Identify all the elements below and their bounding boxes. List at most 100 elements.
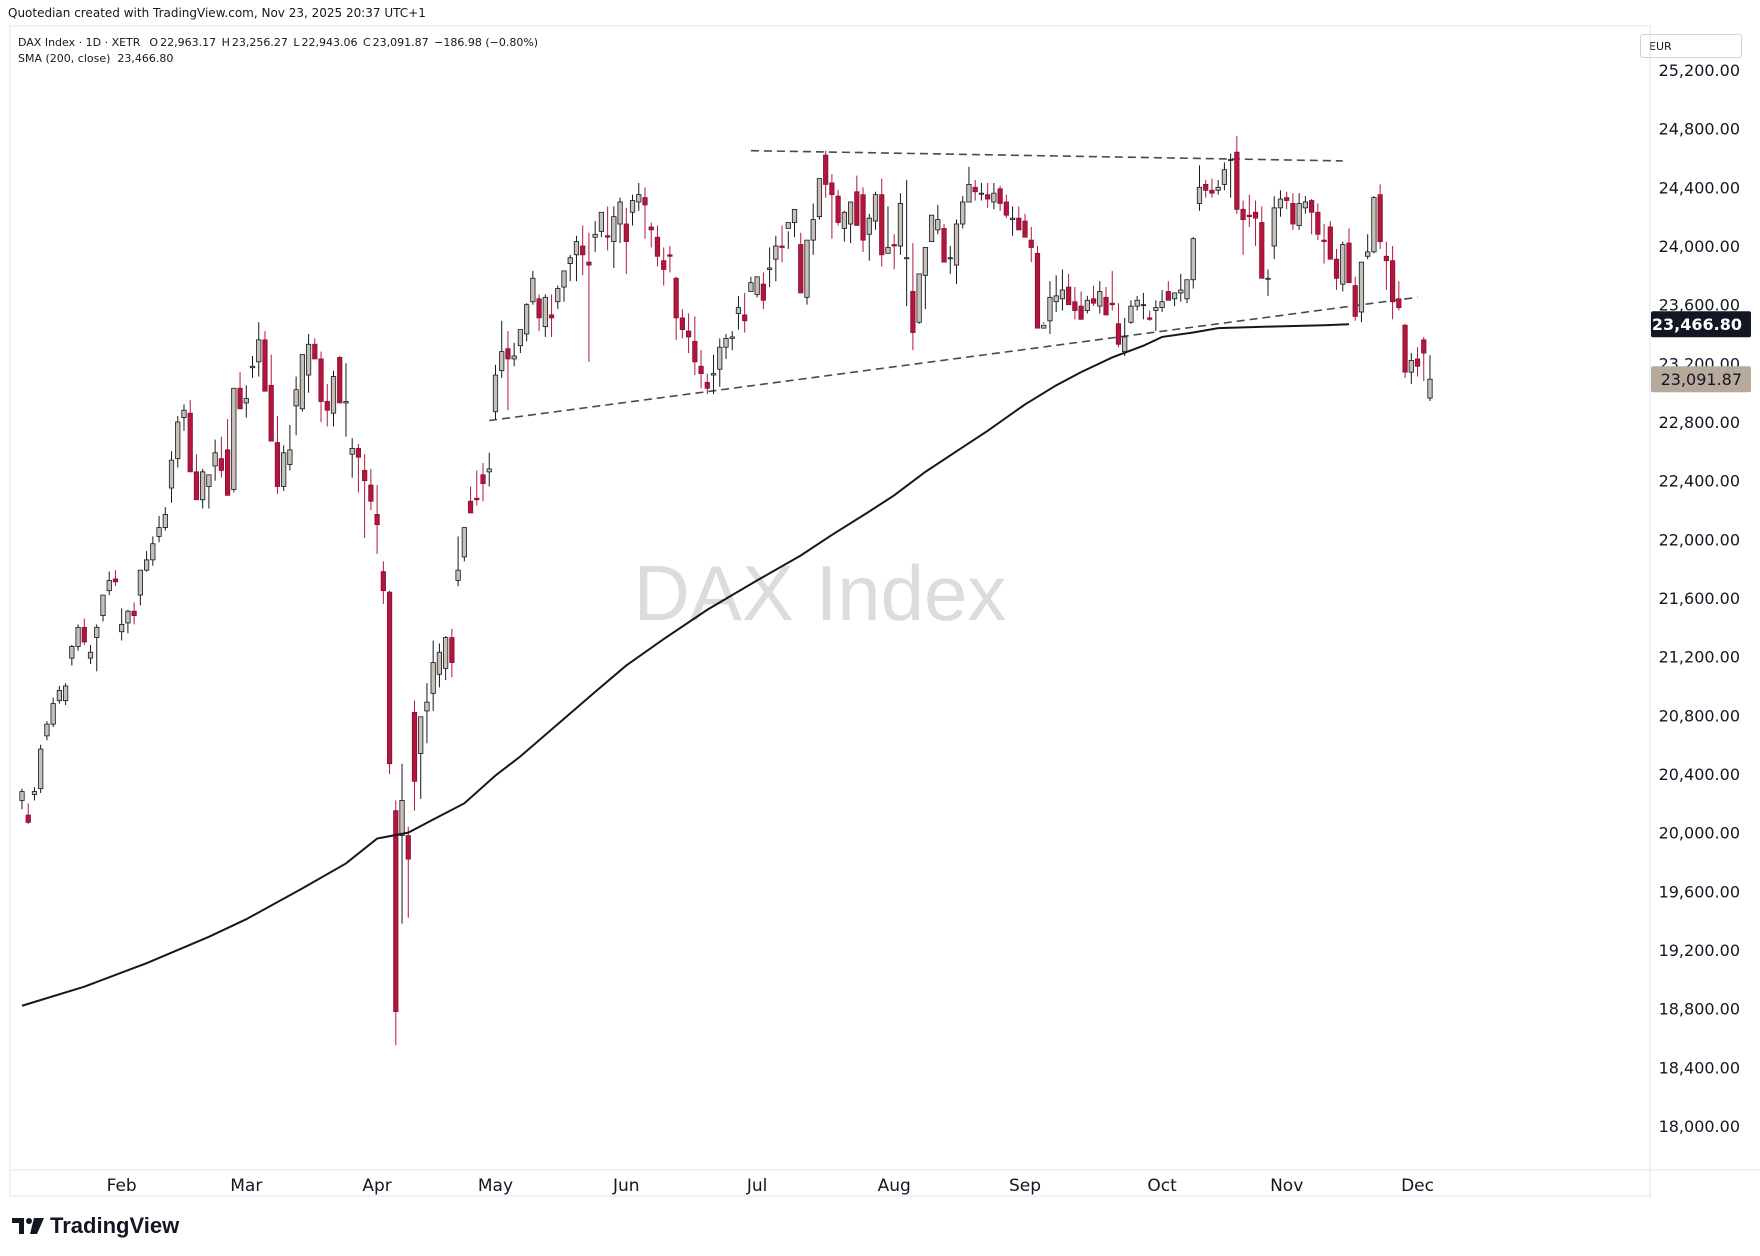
candle-up: [872, 191, 879, 230]
candle-body: [1078, 305, 1084, 320]
candle-down: [1240, 200, 1246, 255]
candle-down: [1327, 221, 1333, 260]
candle-body: [486, 468, 492, 473]
candle-body: [1165, 291, 1171, 301]
sma-series: [21, 323, 1350, 1007]
candle-up: [960, 196, 966, 229]
candle-body: [505, 348, 511, 360]
y-tick-label: 24,000.00: [1659, 237, 1740, 256]
candle-down: [823, 150, 829, 198]
candle-up: [349, 438, 355, 478]
candle-body: [1115, 323, 1122, 345]
candle-body: [318, 358, 324, 402]
candle-down: [25, 803, 31, 824]
y-tick-label: 20,400.00: [1659, 765, 1740, 784]
candle-body: [38, 748, 44, 790]
candle-down: [997, 185, 1003, 211]
candle-body: [1408, 359, 1414, 373]
candle-up: [399, 763, 405, 924]
candle-up: [94, 624, 100, 672]
symbol-legend[interactable]: DAX Index · 1D · XETR O 22,963.17 H 23,256…: [18, 36, 540, 49]
candle-down: [972, 180, 978, 201]
candle-body: [1009, 217, 1016, 220]
ohlc-change: −186.98 (−0.80%): [434, 36, 539, 49]
candle-body: [1321, 239, 1327, 242]
candle-up: [1059, 269, 1066, 311]
candle-body: [629, 200, 636, 213]
candle-body: [305, 343, 312, 376]
candle-down: [654, 225, 661, 267]
sma-legend[interactable]: SMA (200, close) 23,466.80: [18, 52, 174, 65]
candle-body: [430, 662, 436, 694]
candle-body: [1184, 279, 1190, 300]
candle-down: [1203, 180, 1209, 198]
currency-selector[interactable]: EUR: [1640, 34, 1742, 58]
candle-up: [1134, 295, 1140, 311]
candle-body: [312, 343, 318, 360]
candle-down: [337, 356, 343, 404]
x-tick-label: Sep: [1009, 1176, 1041, 1196]
candle-body: [492, 374, 499, 413]
candle-down: [1016, 206, 1022, 231]
trendlines: [489, 149, 1418, 422]
candle-body: [1365, 251, 1371, 257]
candle-body: [679, 317, 685, 331]
candle-up: [611, 206, 617, 268]
candle-body: [910, 291, 916, 333]
candle-up: [1408, 353, 1414, 384]
support-trendline: [489, 296, 1418, 422]
candle-body: [480, 474, 486, 484]
candle-body: [143, 559, 150, 571]
candle-down: [1352, 276, 1358, 321]
candle-body: [19, 791, 25, 801]
candle-body: [1358, 261, 1365, 313]
candle-up: [119, 608, 125, 641]
candle-down: [586, 232, 592, 362]
candle-body: [1084, 299, 1090, 311]
candle-up: [629, 194, 636, 226]
candle-down: [1284, 191, 1290, 210]
candle-up: [1171, 292, 1178, 307]
candle-body: [1414, 358, 1421, 367]
candle-body: [611, 216, 617, 243]
candle-body: [617, 201, 623, 225]
candle-up: [1371, 196, 1377, 254]
candle-down: [536, 294, 542, 332]
candle-body: [735, 307, 742, 314]
candle-up: [256, 322, 262, 377]
y-tick-label: 19,200.00: [1659, 941, 1740, 960]
candle-up: [168, 451, 175, 503]
candle-down: [411, 700, 418, 811]
candle-body: [710, 373, 717, 376]
y-axis-ticks: 25,200.00 24,800.00 24,400.00 24,000.00 23,6…: [1659, 61, 1740, 1136]
candle-up: [424, 683, 430, 744]
candle-body: [81, 626, 87, 643]
candle-body: [978, 192, 985, 195]
candle-up: [162, 507, 168, 531]
candle-up: [847, 201, 854, 244]
candle-body: [1290, 203, 1296, 225]
candle-down: [1234, 136, 1240, 214]
candle-down: [1421, 336, 1427, 381]
candle-body: [368, 484, 374, 502]
candle-body: [661, 260, 667, 270]
candle-body: [1277, 198, 1284, 209]
x-tick-label: Apr: [362, 1176, 391, 1196]
candle-up: [916, 273, 922, 324]
candle-body: [729, 336, 735, 339]
candle-body: [1352, 285, 1358, 317]
candle-body: [1140, 304, 1146, 307]
candle-body: [1103, 296, 1109, 316]
candle-up: [810, 203, 816, 255]
candle-up: [928, 214, 935, 242]
candle-body: [1153, 307, 1159, 311]
candle-body: [760, 283, 766, 301]
candle-body: [1066, 286, 1072, 306]
candle-up: [1041, 322, 1047, 329]
candle-down: [1147, 310, 1153, 321]
candle-body: [1246, 214, 1252, 218]
tradingview-brand[interactable]: TradingView: [12, 1213, 179, 1239]
resistance-trendline: [750, 149, 1343, 162]
candle-body: [268, 384, 274, 442]
